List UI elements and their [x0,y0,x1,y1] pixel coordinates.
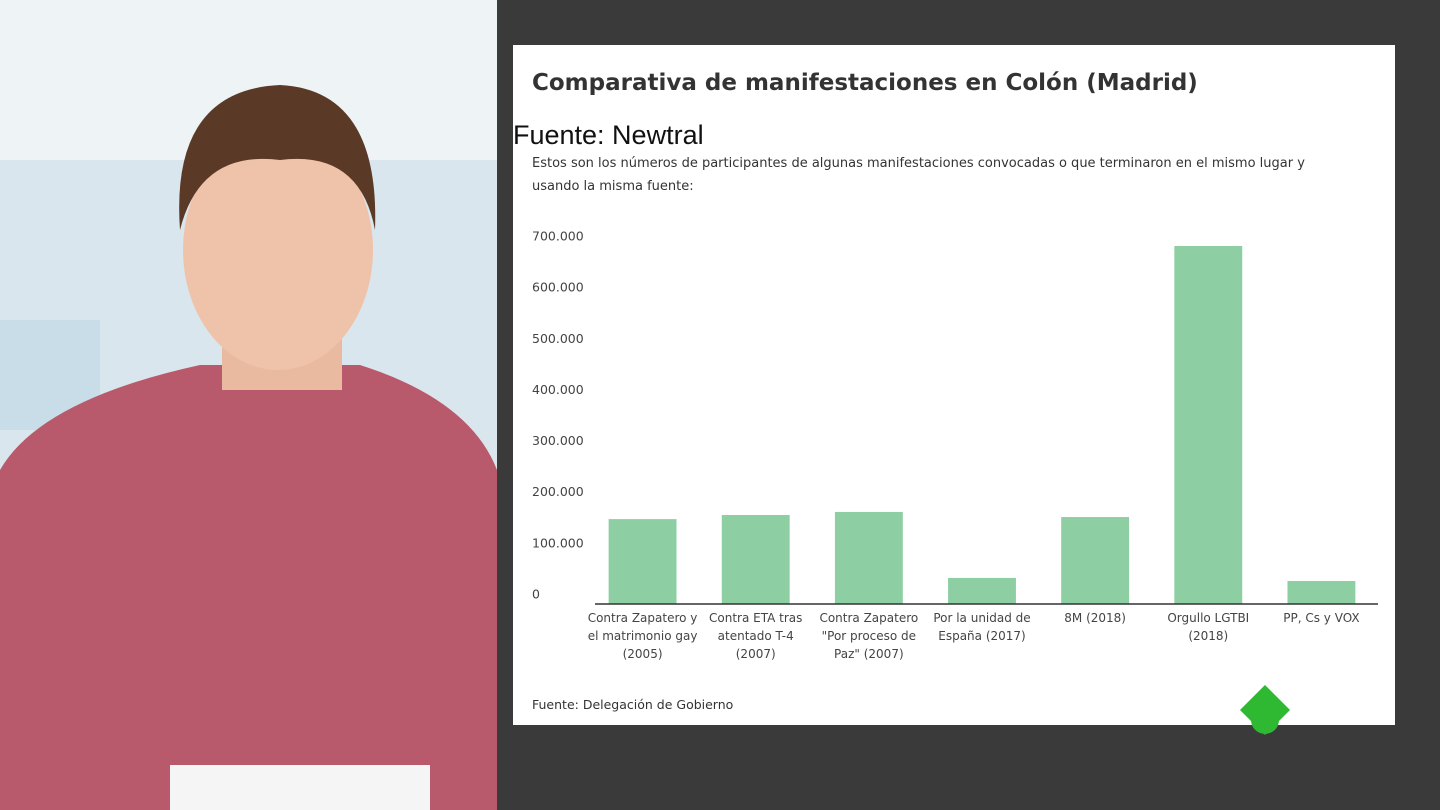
y-tick-label: 0 [532,587,540,602]
bar [608,519,677,604]
notebook [170,765,430,810]
bar [1174,246,1243,604]
bar [1287,580,1356,604]
x-tick-label: Contra Zapatero y el matrimonio gay (200… [587,611,698,661]
y-tick-label: 600.000 [532,280,584,295]
caption: Fuente: Newtral [513,120,704,151]
chart-card [513,45,1395,725]
chart-subtitle: Estos son los números de participantes d… [532,156,1305,194]
presenter-face [183,130,373,370]
y-tick-label: 100.000 [532,535,584,550]
logo [1240,685,1290,735]
bar [834,511,903,604]
x-tick-label: 8M (2018) [1064,611,1126,625]
presenter-hair [179,85,376,230]
presenter-shirt [0,365,497,810]
x-tick-label: PP, Cs y VOX [1283,611,1360,625]
y-tick-label: 700.000 [532,229,584,244]
chart-title: Comparativa de manifestaciones en Colón … [532,70,1198,96]
y-tick-label: 200.000 [532,484,584,499]
y-tick-label: 500.000 [532,331,584,346]
y-tick-label: 400.000 [532,382,584,397]
x-tick-label: Por la unidad de España (2017) [933,611,1031,643]
x-tick-label: Contra Zapatero "Por proceso de Paz" (20… [819,611,919,661]
bar [948,577,1016,604]
x-tick-label: Contra ETA tras atentado T-4 (2007) [709,611,803,661]
y-tick-label: 300.000 [532,433,584,448]
chart-source: Fuente: Delegación de Gobierno [532,697,734,712]
bar [1061,517,1130,604]
logo-circle [1251,706,1279,734]
bar [721,515,790,604]
x-tick-label: Orgullo LGTBI (2018) [1167,611,1250,643]
